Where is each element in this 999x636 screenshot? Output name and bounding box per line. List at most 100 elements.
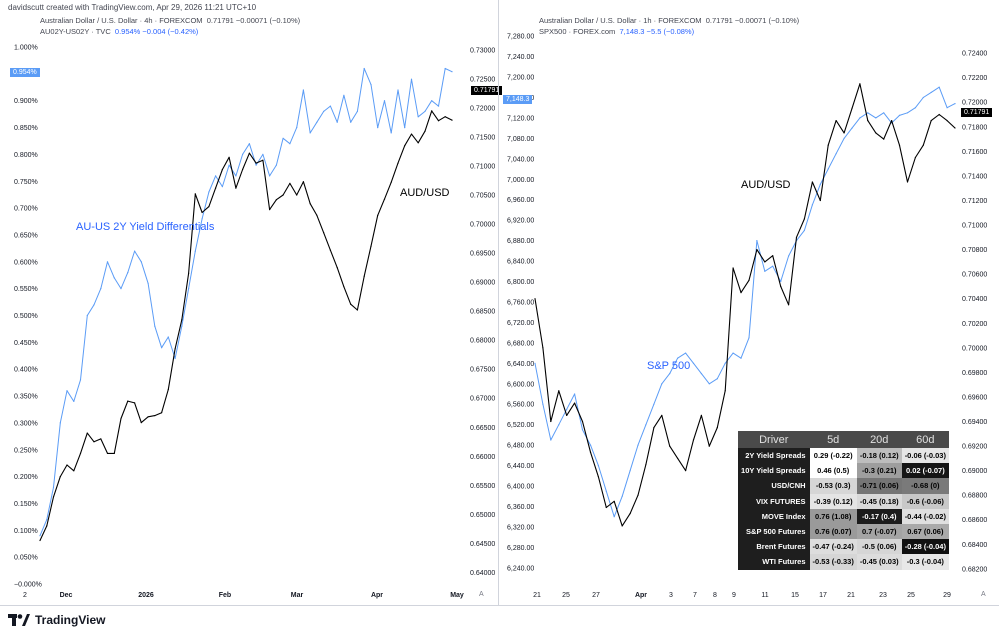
cell-5d: 0.29 (-0.22) bbox=[809, 448, 857, 464]
data-point bbox=[938, 86, 940, 88]
data-point bbox=[255, 164, 257, 166]
y-tick-left: 0.400% bbox=[14, 367, 38, 374]
y-tick-right: 0.71800 bbox=[962, 124, 987, 131]
legend-main-values: 0.71791 −0.00071 (−0.10%) bbox=[206, 16, 301, 25]
y-tick-left: 6,640.00 bbox=[507, 361, 534, 368]
y-tick-right: 0.68400 bbox=[962, 542, 987, 549]
data-point bbox=[201, 211, 203, 214]
y-tick-right: 0.69600 bbox=[962, 394, 987, 401]
data-point bbox=[262, 153, 264, 155]
data-point bbox=[772, 255, 774, 257]
data-point bbox=[397, 89, 399, 91]
data-point bbox=[127, 400, 129, 402]
data-point bbox=[740, 292, 742, 294]
data-point bbox=[309, 132, 311, 134]
data-point bbox=[748, 337, 750, 339]
data-point bbox=[73, 470, 75, 472]
data-point bbox=[451, 119, 453, 121]
data-point bbox=[827, 144, 829, 146]
y-tick-left: 6,280.00 bbox=[507, 545, 534, 552]
data-point bbox=[851, 127, 853, 129]
data-point bbox=[235, 187, 237, 189]
y-tick-left: 6,440.00 bbox=[507, 463, 534, 470]
data-point bbox=[645, 463, 647, 466]
data-point bbox=[363, 275, 365, 277]
driver-label: Brent Futures bbox=[738, 539, 810, 555]
data-point bbox=[404, 127, 406, 129]
data-point bbox=[859, 83, 861, 85]
data-point bbox=[669, 373, 671, 375]
table-row: WTI Futures -0.53 (-0.33) -0.45 (0.03) -0.3… bbox=[738, 554, 949, 570]
data-point bbox=[954, 127, 956, 129]
cell-5d: 0.46 (0.5) bbox=[809, 463, 857, 479]
data-point bbox=[410, 78, 413, 80]
data-point bbox=[221, 168, 223, 171]
data-point bbox=[228, 156, 230, 158]
chart-panel-left[interactable]: Australian Dollar / U.S. Dollar · 4h · F… bbox=[0, 0, 503, 605]
auto-scale-button[interactable]: A bbox=[479, 591, 484, 598]
data-point bbox=[262, 159, 264, 161]
x-tick: 9 bbox=[732, 592, 736, 599]
data-point bbox=[835, 153, 837, 155]
y-tick-right: 0.68600 bbox=[962, 517, 987, 524]
legend-series-values: 0.954% −0.004 (−0.42%) bbox=[114, 27, 199, 36]
data-point bbox=[930, 120, 932, 122]
y-tick-right: 0.72200 bbox=[962, 75, 987, 82]
data-point bbox=[550, 439, 552, 441]
data-point bbox=[323, 110, 325, 112]
legend-series-label: SPX500 · FOREX.com bbox=[539, 27, 616, 36]
data-point bbox=[363, 67, 365, 70]
data-point bbox=[827, 168, 829, 170]
y-tick-left: 0.900% bbox=[14, 98, 38, 105]
data-point bbox=[154, 325, 156, 327]
y-tick-right: 0.70500 bbox=[470, 193, 495, 200]
data-point bbox=[188, 288, 190, 290]
tradingview-logo[interactable]: TradingView bbox=[8, 613, 105, 627]
auto-scale-button[interactable]: A bbox=[981, 591, 986, 598]
y-tick-right: 0.67500 bbox=[470, 367, 495, 374]
data-point bbox=[404, 145, 406, 147]
legend-main-label: Australian Dollar / U.S. Dollar · 1h · F… bbox=[539, 16, 702, 25]
y-tick-right: 0.71400 bbox=[962, 173, 987, 180]
data-point bbox=[637, 444, 639, 446]
x-tick: 29 bbox=[943, 592, 951, 599]
table-row: 2Y Yield Spreads 0.29 (-0.22) -0.18 (0.12)… bbox=[738, 448, 949, 464]
cell-20d: -0.5 (0.06) bbox=[856, 539, 902, 555]
data-point bbox=[215, 187, 217, 189]
y-tick-left: 7,280.00 bbox=[507, 34, 534, 41]
data-point bbox=[127, 271, 129, 274]
data-point bbox=[248, 152, 250, 154]
data-point bbox=[343, 94, 345, 96]
data-point bbox=[188, 272, 190, 274]
data-point bbox=[542, 403, 544, 405]
cell-5d: 0.76 (0.07) bbox=[809, 523, 857, 540]
data-point bbox=[756, 249, 758, 251]
data-point bbox=[181, 319, 183, 321]
legend-series-label: AU02Y-US02Y · TVC bbox=[40, 27, 111, 36]
data-point bbox=[59, 422, 61, 424]
y-tick-left: 0.300% bbox=[14, 420, 38, 427]
data-point bbox=[201, 218, 203, 220]
data-point bbox=[692, 439, 695, 441]
data-point bbox=[289, 182, 291, 184]
data-point bbox=[748, 279, 750, 281]
data-point bbox=[542, 347, 544, 349]
chart-panel-right[interactable]: Australian Dollar / U.S. Dollar · 1h · F… bbox=[498, 0, 999, 605]
y-tick-left: 0.200% bbox=[14, 474, 38, 481]
data-point bbox=[621, 525, 623, 527]
y-tick-left: 6,240.00 bbox=[507, 565, 534, 572]
data-point bbox=[661, 383, 663, 385]
series-au02y-us02y bbox=[39, 67, 453, 537]
data-point bbox=[574, 402, 576, 404]
data-point bbox=[39, 535, 41, 537]
data-point bbox=[242, 153, 244, 155]
price-badge-audusd-left: 0.71791 bbox=[471, 86, 503, 95]
data-point bbox=[86, 432, 88, 434]
data-point bbox=[550, 420, 552, 423]
y-tick-right: 0.72000 bbox=[470, 105, 495, 112]
data-point bbox=[700, 414, 702, 416]
legend-right: Australian Dollar / U.S. Dollar · 1h · F… bbox=[539, 15, 799, 37]
data-point bbox=[255, 162, 257, 164]
data-point bbox=[181, 325, 183, 327]
data-point bbox=[566, 408, 568, 410]
